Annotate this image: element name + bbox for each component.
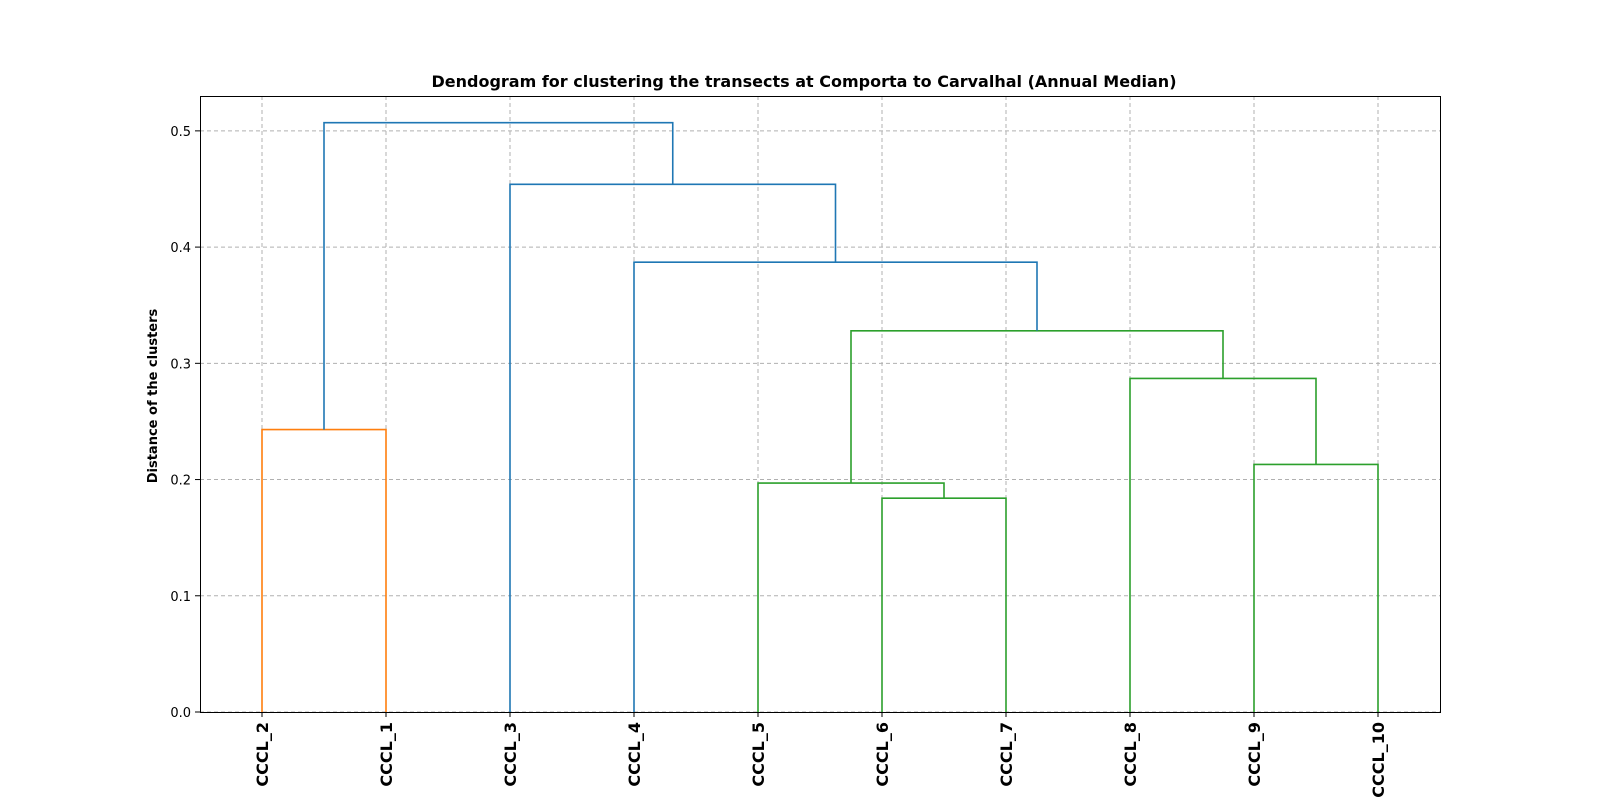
dendrogram-link (881, 497, 1007, 712)
dendrogram-link (261, 428, 387, 712)
chart-title: Dendogram for clustering the transects a… (431, 72, 1176, 91)
x-tick-label: CCCL_6 (873, 722, 892, 787)
y-axis-label: Distance of the clusters (146, 308, 161, 483)
dendrogram-link (1253, 463, 1379, 712)
y-tick-label: 0.0 (170, 706, 191, 721)
x-tick-label: CCCL_5 (749, 722, 768, 787)
dendrogram-link (1129, 377, 1317, 712)
x-axis-ticks: CCCL_2 CCCL_1 CCCL_3 CCCL_4 CCCL_5 CCCL_6 CCCL… (253, 712, 1388, 798)
x-tick-label: CCCL_10 (1369, 722, 1388, 798)
x-tick-label: CCCL_3 (501, 722, 520, 787)
y-tick-label: 0.4 (170, 241, 191, 256)
y-tick-label: 0.3 (170, 357, 191, 372)
plot-frame (200, 96, 1441, 713)
dendrogram-link (509, 183, 837, 712)
dendrogram-link (633, 261, 1038, 712)
x-tick-label: CCCL_8 (1121, 722, 1140, 787)
y-axis-ticks: 0.0 0.1 0.2 0.3 0.4 0.5 (170, 125, 200, 721)
y-tick-label: 0.1 (170, 590, 191, 605)
x-tick-label: CCCL_4 (625, 722, 644, 787)
y-tick-label: 0.5 (170, 125, 191, 140)
dendrogram-link (323, 121, 674, 430)
y-tick-label: 0.2 (170, 474, 191, 489)
x-tick-label: CCCL_9 (1245, 722, 1264, 787)
x-tick-label: CCCL_7 (997, 722, 1016, 787)
x-tick-label: CCCL_2 (253, 722, 272, 787)
dendrogram-links (261, 121, 1379, 712)
x-tick-label: CCCL_1 (377, 722, 396, 787)
dendrogram-link (757, 482, 945, 712)
dendrogram-link (850, 329, 1224, 484)
